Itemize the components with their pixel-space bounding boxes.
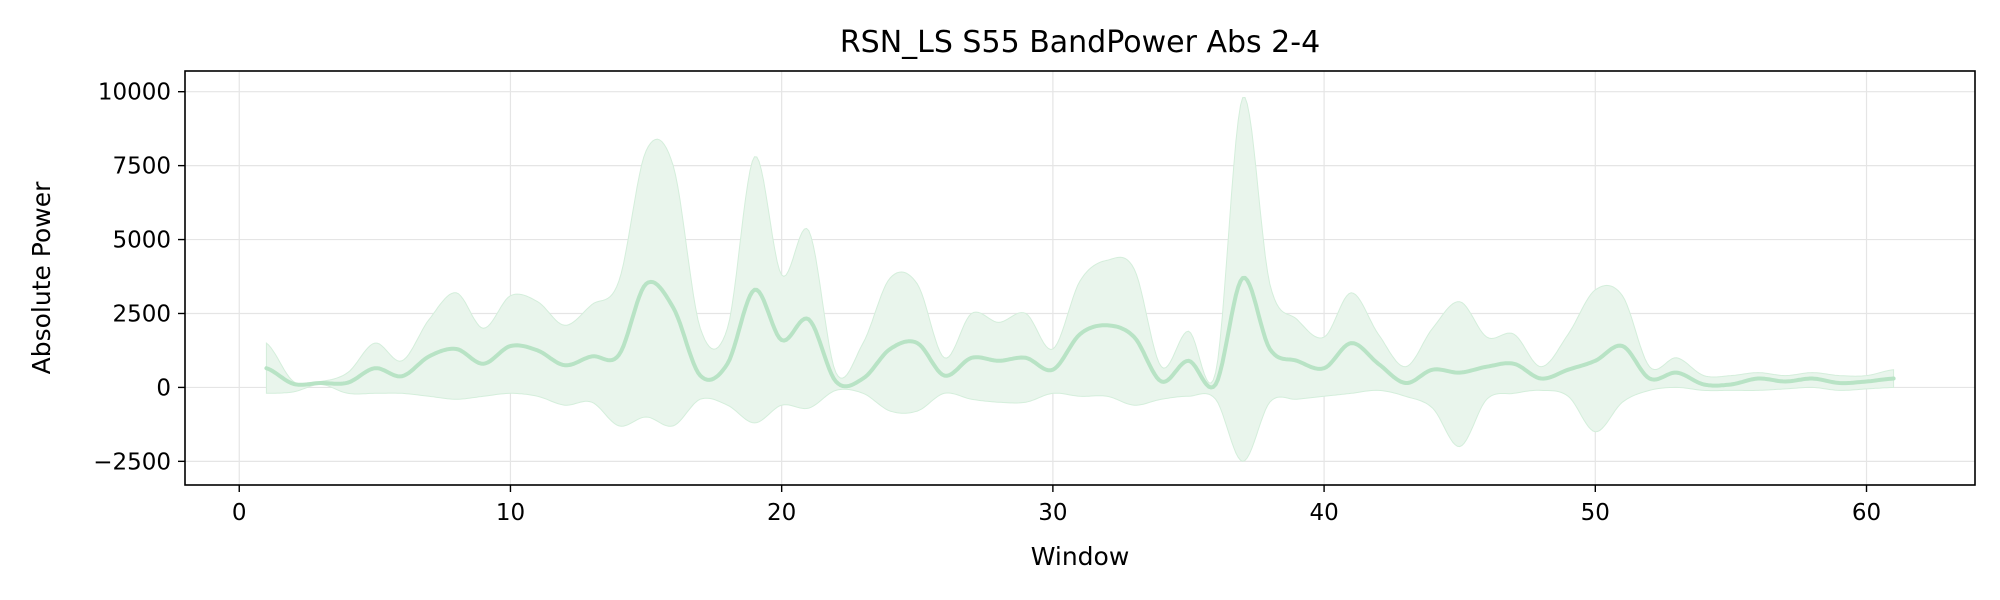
x-axis-ticks: 0 10 20 30 40 50 60 xyxy=(232,485,1881,526)
x-tick-label: 20 xyxy=(767,500,796,526)
y-tick-label: 7500 xyxy=(112,154,171,180)
x-tick-label: 60 xyxy=(1852,500,1881,526)
y-tick-label: 10000 xyxy=(98,80,171,106)
x-tick-label: 10 xyxy=(496,500,525,526)
y-tick-label: −2500 xyxy=(93,449,171,475)
y-axis-ticks: −2500 0 2500 5000 7500 10000 xyxy=(93,80,185,475)
x-tick-label: 0 xyxy=(232,500,247,526)
y-axis-label: Absolute Power xyxy=(27,181,56,375)
band-layer xyxy=(265,96,1895,462)
plot-frame xyxy=(184,70,1976,486)
grid-lines xyxy=(185,71,1975,485)
x-tick-label: 50 xyxy=(1581,500,1610,526)
y-tick-label: 5000 xyxy=(112,228,171,254)
x-tick-label: 40 xyxy=(1309,500,1338,526)
x-tick-label: 30 xyxy=(1038,500,1067,526)
x-axis-label: Window xyxy=(1031,542,1130,571)
std-band xyxy=(265,96,1895,462)
y-tick-label: 2500 xyxy=(112,301,171,327)
chart-title: RSN_LS S55 BandPower Abs 2-4 xyxy=(840,25,1320,60)
line-layer xyxy=(264,275,1896,390)
mean-line xyxy=(264,275,1896,390)
y-tick-label: 0 xyxy=(156,375,171,401)
